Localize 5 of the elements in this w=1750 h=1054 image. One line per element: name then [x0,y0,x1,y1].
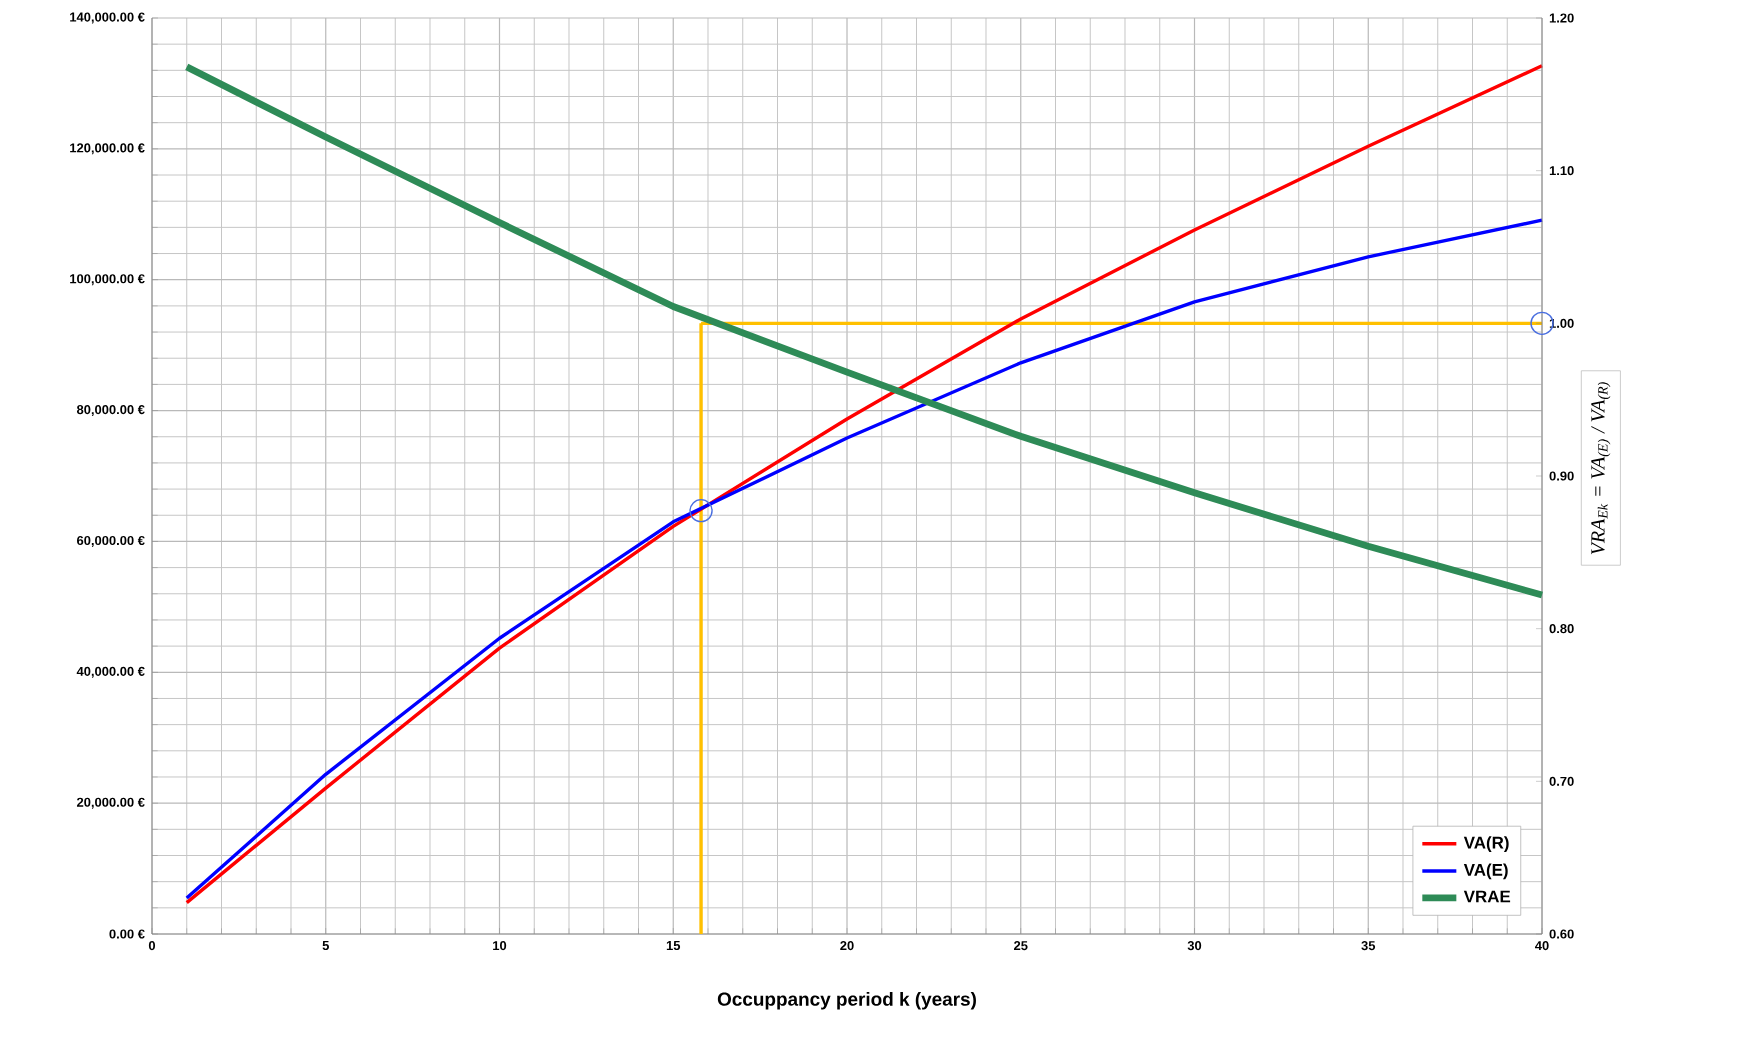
y2-axis-title: VRA$_{Ek}$ = VA$_{(E)}$ / VA$_{(R)}$ [1591,382,1611,555]
legend-label: VRAE [1463,890,1511,903]
legend-label: VA(R) [1463,836,1509,852]
legend-label: VA(E) [1463,863,1508,880]
x-axis-title: Occuppancy period k (years) [717,991,976,1010]
